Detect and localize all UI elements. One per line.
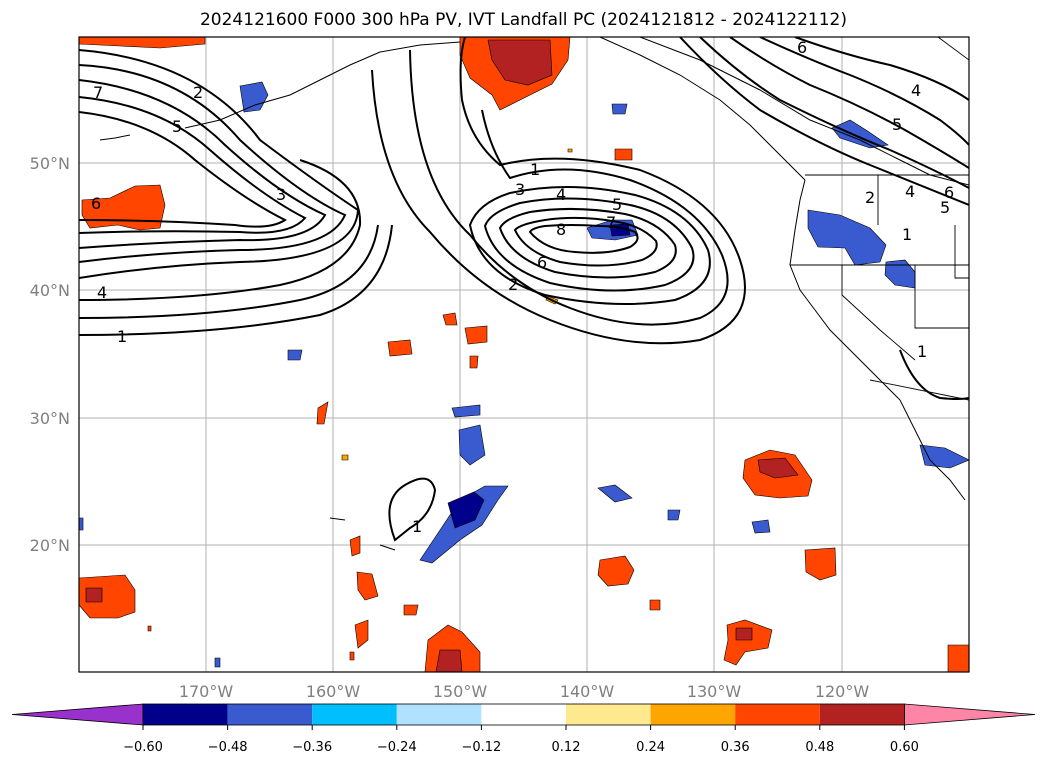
contour-label: 6 (797, 38, 807, 57)
latitude-label: 20°N (30, 536, 70, 555)
colorbar-tick-label: 0.48 (805, 740, 834, 755)
positive-ivt-regions (79, 37, 969, 672)
colorbar-tick-label: 0.24 (636, 740, 665, 755)
contour-label: 7 (606, 213, 616, 232)
longitude-label: 140°W (560, 682, 615, 701)
colorbar-segment (819, 704, 905, 725)
colorbar-extend-high (904, 703, 1036, 726)
colorbar-frame (142, 703, 905, 726)
contour-label: 1 (530, 160, 540, 179)
colorbar-segment (143, 704, 228, 725)
contour-labels: 1 2 3 4 5 6 7 8 1 2 3 4 5 6 7 1 4 5 6 1 … (91, 38, 954, 536)
contour-label: 1 (412, 517, 422, 536)
gridlines (79, 37, 969, 672)
colorbar-segment (227, 704, 313, 725)
contour-label: 1 (917, 342, 927, 361)
colorbar-tick-label: 0.12 (552, 740, 581, 755)
contour-label: 6 (537, 253, 547, 272)
map-title: 2024121600 F000 300 hPa PV, IVT Landfall… (199, 10, 847, 30)
negative-ivt-regions (79, 81, 969, 668)
colorbar-tick-label: 0.60 (890, 740, 919, 755)
contour-label: 4 (556, 185, 566, 204)
latitude-label: 50°N (30, 154, 70, 173)
coastlines (99, 37, 969, 551)
colorbar-segment (396, 704, 482, 725)
colorbar-tick-label: −0.24 (377, 740, 417, 755)
longitude-label: 150°W (433, 682, 488, 701)
colorbar-tick-label: −0.60 (123, 740, 163, 755)
contour-label: 5 (892, 115, 902, 134)
longitude-label: 170°W (179, 682, 234, 701)
contour-label: 4 (97, 283, 107, 302)
colorbar-segment (650, 704, 736, 725)
longitude-label: 130°W (687, 682, 742, 701)
latitude-labels: 50°N 40°N 30°N 20°N (30, 154, 70, 555)
contour-label: 2 (865, 188, 875, 207)
contour-label: 5 (612, 195, 622, 214)
colorbar-segment (566, 704, 651, 725)
map-frame (78, 36, 970, 673)
colorbar-tick-label: 0.36 (721, 740, 750, 755)
pv-contours (79, 37, 969, 542)
latitude-label: 40°N (30, 281, 70, 300)
contour-label: 6 (944, 183, 954, 202)
colorbar-segment (735, 704, 820, 725)
colorbar-segment (481, 704, 566, 725)
longitude-label: 120°W (815, 682, 870, 701)
contour-label: 2 (508, 275, 518, 294)
contour-label: 4 (911, 81, 921, 100)
contour-label: 6 (91, 194, 101, 213)
contour-label: 3 (276, 185, 286, 204)
contour-label: 2 (193, 83, 203, 102)
latitude-label: 30°N (30, 409, 70, 428)
contour-label: 7 (93, 83, 103, 102)
contour-label: 5 (172, 117, 182, 136)
colorbar-tick-label: −0.48 (208, 740, 248, 755)
contour-label: 4 (905, 182, 915, 201)
colorbar-extend-low (11, 703, 144, 726)
contour-label: 1 (117, 327, 127, 346)
colorbar-tick-label: −0.12 (461, 740, 501, 755)
contour-label: 5 (940, 198, 950, 217)
colorbar-segment (312, 704, 397, 725)
longitude-labels: 170°W 160°W 150°W 140°W 130°W 120°W (179, 682, 870, 701)
contour-label: 8 (556, 220, 566, 239)
contour-label: 1 (902, 225, 912, 244)
longitude-label: 160°W (306, 682, 361, 701)
colorbar: −0.60 −0.48 −0.36 −0.24 −0.12 0.12 0.24 0.36 0.4… (11, 703, 1036, 755)
colorbar-tick-label: −0.36 (292, 740, 332, 755)
contour-label: 3 (515, 180, 525, 199)
map-panel (79, 37, 969, 672)
